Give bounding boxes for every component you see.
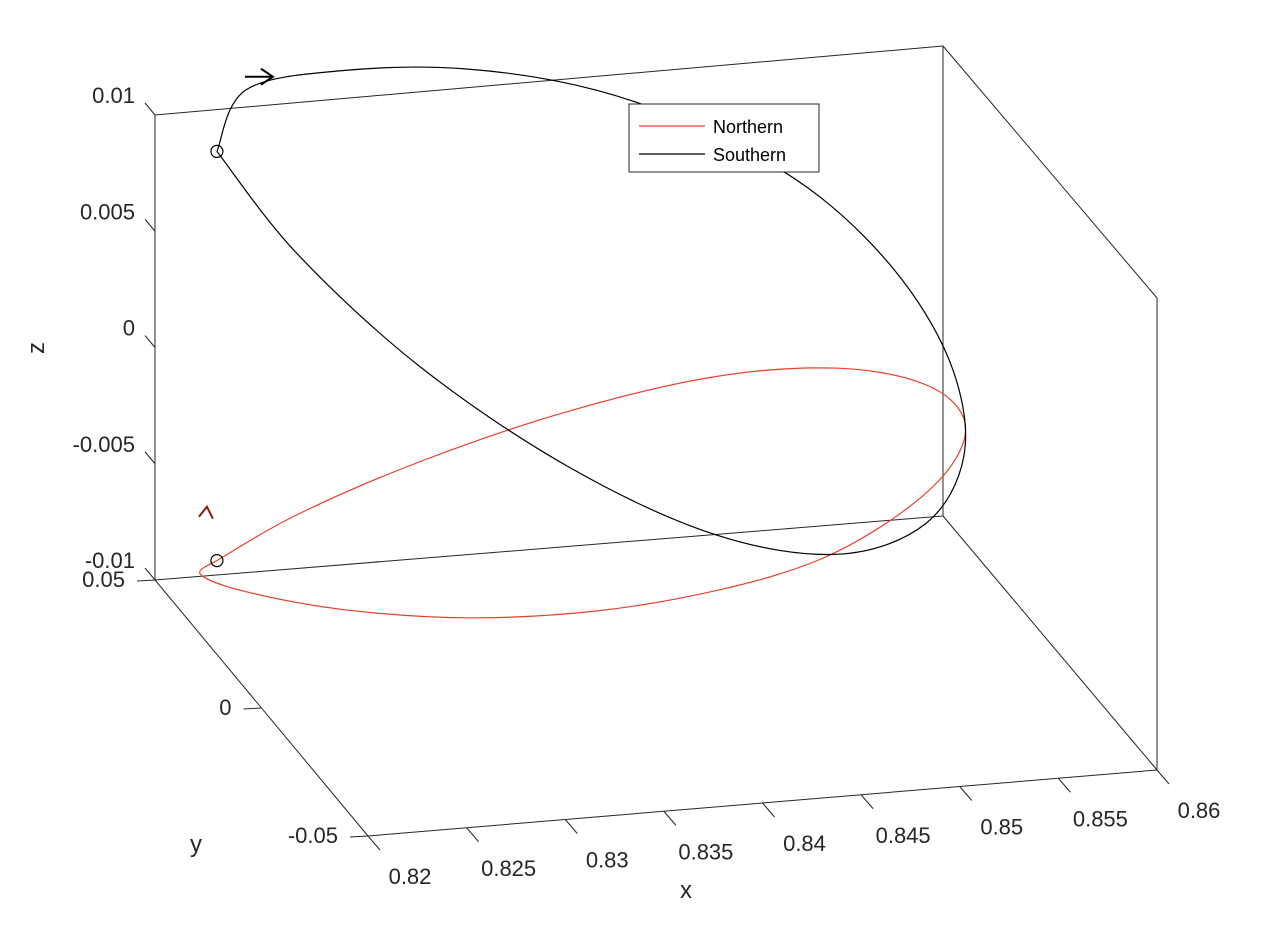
x-axis-label: x — [680, 877, 692, 904]
x-tick-label: 0.83 — [586, 848, 629, 873]
x-tick-mark — [1156, 769, 1170, 785]
series-southern-direction-arrow-icon — [244, 67, 275, 86]
series-layer — [198, 66, 967, 619]
x-tick-label: 0.855 — [1073, 806, 1128, 831]
z-tick-mark — [144, 451, 156, 465]
box-edge-top-right — [942, 45, 1158, 299]
x-tick-mark — [663, 810, 677, 826]
series-southern-line — [216, 66, 967, 556]
x-tick-mark — [959, 786, 973, 801]
z-tick-mark — [144, 102, 156, 116]
x-tick-mark — [564, 819, 578, 834]
y-tick-mark — [349, 835, 369, 838]
box-edge-top-back — [154, 45, 944, 116]
series-northern-start-marker — [210, 554, 224, 568]
y-tick-mark — [136, 579, 156, 582]
x-tick-mark — [1057, 777, 1071, 793]
x-tick-mark — [860, 794, 874, 810]
y-tick-mark — [243, 707, 262, 710]
z-tick-label: -0.01 — [85, 548, 135, 573]
z-tick-label: -0.005 — [73, 432, 135, 457]
legend-label-northern: Northern — [713, 117, 783, 137]
z-tick-label: 0.005 — [80, 199, 135, 224]
x-tick-label: 0.85 — [980, 815, 1023, 840]
series-southern-start-marker — [210, 144, 224, 159]
legend: Northern Southern — [628, 103, 820, 173]
axis-ticks — [136, 102, 1170, 851]
z-axis-label: z — [23, 342, 50, 354]
axis-tick-labels: 0.82 0.825 0.83 0.835 0.84 0.845 0.85 0.855 0.86… — [73, 83, 1221, 889]
z-tick-mark — [144, 567, 156, 581]
z-tick-label: 0.01 — [92, 83, 135, 108]
series-northern-line — [199, 367, 967, 619]
series-northern-direction-arrow-icon — [198, 504, 214, 520]
z-tick-label: 0 — [123, 316, 135, 341]
x-tick-label: 0.82 — [389, 864, 432, 889]
x-tick-label: 0.86 — [1178, 798, 1221, 823]
x-tick-label: 0.845 — [876, 823, 931, 848]
y-axis-label: y — [190, 831, 202, 858]
x-tick-label: 0.825 — [481, 856, 536, 881]
legend-box — [628, 103, 820, 173]
z-tick-mark — [144, 335, 156, 348]
box-edge-floor-back — [154, 515, 944, 581]
x-tick-label: 0.84 — [783, 831, 826, 856]
legend-label-southern: Southern — [713, 145, 786, 165]
y-tick-label: 0 — [219, 695, 231, 720]
y-tick-label: -0.05 — [288, 823, 338, 848]
box-edge-floor-right — [942, 515, 1158, 771]
x-tick-mark — [466, 827, 480, 843]
x-tick-label: 0.835 — [678, 839, 733, 864]
z-tick-mark — [144, 218, 156, 232]
x-tick-mark — [367, 835, 381, 851]
x-tick-mark — [762, 802, 775, 818]
y-tick-label: 0.05 — [82, 567, 125, 592]
